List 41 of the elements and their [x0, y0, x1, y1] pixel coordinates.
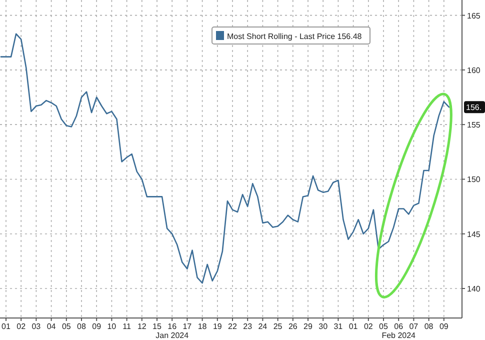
x-tick-label: 23 [243, 322, 253, 331]
x-tick-label: 22 [228, 322, 238, 331]
x-tick-label: 25 [273, 322, 283, 331]
y-tick-label: 150 [467, 175, 481, 184]
x-tick-label: 08 [424, 322, 434, 331]
x-tick-label: 09 [439, 322, 449, 331]
x-tick-label: 08 [77, 322, 86, 331]
legend-label: Most Short Rolling - Last Price 156.48 [227, 32, 362, 41]
text: Feb 2024 [382, 331, 416, 340]
x-tick-label: 30 [318, 322, 328, 331]
x-tick-label: 02 [364, 322, 374, 331]
x-tick-label: 01 [348, 322, 358, 331]
y-tick-label: 140 [467, 284, 481, 294]
x-tick-label: 24 [258, 322, 268, 331]
x-tick-label: 03 [32, 322, 42, 331]
x-tick-label: 07 [409, 322, 419, 331]
x-tick-label: 18 [198, 322, 208, 331]
x-tick-label: 17 [182, 322, 192, 331]
x-tick-label: 31 [334, 322, 344, 331]
x-tick-label: 09 [92, 322, 102, 331]
y-tick-label: 165 [467, 11, 481, 20]
x-tick-label: 16 [168, 322, 178, 331]
x-tick-label: 12 [137, 322, 147, 331]
x-tick-label: 02 [16, 322, 26, 331]
x-tick-label: 05 [62, 322, 72, 331]
x-tick-label: 19 [212, 322, 222, 331]
text: Jan 2024 [156, 331, 190, 340]
x-tick-label: 01 [2, 322, 11, 331]
x-tick-label: 06 [394, 322, 404, 331]
y-tick-label: 155 [467, 120, 481, 130]
y-tick-label: 160 [467, 66, 481, 75]
x-tick-label: 26 [288, 322, 298, 331]
x-tick-label: 05 [379, 322, 388, 331]
x-tick-label: 10 [107, 322, 117, 331]
x-tick-label: 29 [304, 322, 313, 331]
x-tick-label: 15 [152, 322, 162, 331]
y-tick-label: 145 [467, 230, 481, 239]
x-tick-label: 11 [122, 322, 132, 331]
x-tick-label: 04 [46, 322, 56, 331]
text: 156. [466, 103, 482, 112]
line-series [0, 33, 450, 284]
